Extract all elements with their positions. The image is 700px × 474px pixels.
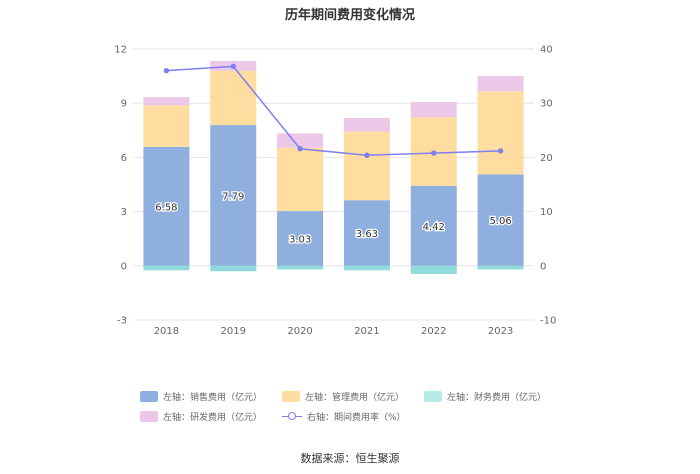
bar-segment [277,211,324,266]
legend-item-ratio[interactable]: 右轴：期间费用率（%） [282,410,424,423]
bar-segment [477,91,524,175]
bar-segment [343,265,390,271]
bar-segment [143,146,190,266]
bar-segment [410,101,457,118]
left-axis-tick-label: 6 [121,153,127,164]
legend-label-admin: 左轴：管理费用（亿元） [305,392,405,403]
bar-segment [277,147,324,212]
legend-line-icon [282,411,302,422]
right-axis-tick-label: 40 [540,45,553,56]
right-axis-tick-label: 20 [540,153,553,164]
ratio-point [497,148,504,154]
bar-segment [210,265,257,272]
legend-item-finance[interactable]: 左轴：财务费用（亿元） [424,390,566,403]
bar-segment [143,265,190,271]
bar-segment [477,174,524,266]
bar-segment [210,125,257,266]
legend-item-admin[interactable]: 左轴：管理费用（亿元） [282,390,424,403]
ratio-point [431,150,437,156]
bar-data-label: 3.03 [289,234,311,245]
left-axis-tick-label: -3 [117,316,127,327]
legend-label-ratio: 右轴：期间费用率（%） [307,412,406,423]
bar-data-label: 5.06 [489,216,511,227]
right-axis-tick-label: 0 [540,261,546,272]
right-axis-tick-label: 30 [540,99,553,110]
legend-swatch-sales [140,390,158,402]
bar-data-label: 7.79 [222,191,244,202]
bar-segment [343,200,390,266]
legend-label-sales: 左轴：销售费用（亿元） [163,392,263,403]
ratio-point [297,146,303,152]
x-axis-tick-label: 2023 [488,326,513,337]
legend-swatch-admin [282,390,300,402]
x-axis-tick-label: 2019 [221,326,246,337]
bar-segment [477,75,524,92]
ratio-point [163,67,170,74]
bar-data-label: 3.63 [356,229,378,240]
legend: 左轴：销售费用（亿元） 左轴：管理费用（亿元） 左轴：财务费用（亿元） 左轴：研… [140,386,580,426]
data-source: 数据来源：恒生聚源 [300,452,400,465]
legend-label-rnd: 左轴：研发费用（亿元） [163,412,263,423]
chart-title: 历年期间费用变化情况 [284,8,415,23]
ratio-point [230,63,236,70]
bar-data-label: 6.58 [155,202,177,213]
bar-segment [277,133,324,148]
left-axis-tick-label: 0 [121,261,127,272]
x-axis-tick-label: 2018 [154,326,179,337]
bar-segment [277,265,324,270]
ratio-line [166,65,501,156]
bar-segment [410,185,457,266]
right-axis-tick-label: 10 [540,207,553,218]
legend-swatch-rnd [140,410,158,422]
bar-segment [477,265,524,270]
ratio-point [364,152,370,158]
right-axis-tick-label: -10 [540,316,556,327]
legend-item-sales[interactable]: 左轴：销售费用（亿元） [140,390,282,403]
x-axis-tick-label: 2022 [421,326,446,337]
bar-segment [210,70,257,126]
left-axis-tick-label: 9 [121,99,127,110]
bar-segment [143,105,190,147]
legend-swatch-finance [424,390,442,402]
bar-data-label: 4.42 [423,222,445,233]
legend-label-finance: 左轴：财务费用（亿元） [447,392,547,403]
bar-segment [410,265,457,274]
x-axis-tick-label: 2021 [354,326,379,337]
bar-segment [343,118,390,132]
legend-item-rnd[interactable]: 左轴：研发费用（亿元） [140,410,282,423]
bar-segment [343,131,390,201]
bar-segment [143,97,190,106]
left-axis-tick-label: 12 [114,45,127,56]
left-axis-tick-label: 3 [121,207,127,218]
x-axis-tick-label: 2020 [287,326,312,337]
